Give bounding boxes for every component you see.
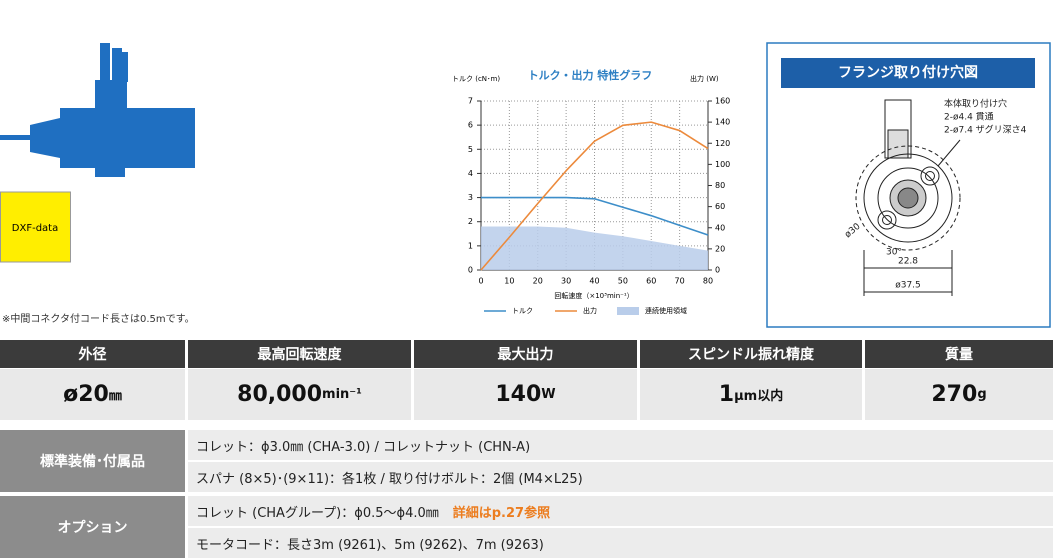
- x-tick-label: 60: [646, 277, 656, 286]
- spec-unit: W: [541, 387, 556, 402]
- spec-value: ø20 ㎜: [0, 369, 185, 420]
- spec-value: 1 μm以内: [640, 369, 862, 420]
- detail-line: コレット (CHAグループ)：ϕ0.5～ϕ4.0㎜ 詳細はp.27参照: [188, 496, 1053, 526]
- x-tick-label: 20: [533, 277, 543, 286]
- detail-text: スパナ (8×5)･(9×11)：各1枚 / 取り付けボルト：2個 (M4×L2…: [196, 471, 583, 487]
- flange-box: [766, 42, 1051, 328]
- y2-tick-label: 100: [715, 160, 730, 169]
- detail-line: スパナ (8×5)･(9×11)：各1枚 / 取り付けボルト：2個 (M4×L2…: [188, 462, 1053, 492]
- y2-tick-label: 0: [715, 266, 720, 275]
- x-tick-label: 30: [561, 277, 571, 286]
- note: ※中間コネクタ付コード長さは0.5mです。: [2, 312, 195, 325]
- detail-line: コレット：ϕ3.0㎜ (CHA-3.0) / コレットナット (CHN-A): [188, 430, 1053, 460]
- y-tick-label: 5: [468, 145, 473, 154]
- spec-value: 140 W: [414, 369, 637, 420]
- spec-value: 80,000 min⁻¹: [188, 369, 411, 420]
- x-tick-label: 10: [504, 277, 514, 286]
- x-tick-label: 70: [675, 277, 685, 286]
- y-tick-label: 4: [468, 169, 473, 178]
- spec-main: 270: [931, 382, 978, 407]
- y2-tick-label: 160: [715, 97, 730, 106]
- x-tick-label: 80: [703, 277, 713, 286]
- legend-swatch: [617, 307, 639, 315]
- hole-label: 本体取り付け穴: [944, 98, 1007, 110]
- line: [480, 121, 709, 271]
- spec-unit: g: [977, 387, 987, 402]
- y2-tick-label: 140: [715, 118, 730, 127]
- spec-unit: μm以内: [734, 389, 784, 404]
- spec-header: 外径: [0, 340, 185, 368]
- figure-area: DXF-data ※中間コネクタ付コード長さは0.5mです。 トルク・出力 特性…: [0, 42, 1051, 328]
- spec-unit: min⁻¹: [322, 387, 362, 402]
- angle-label: 30°: [886, 248, 902, 258]
- legend-label: トルク: [512, 307, 533, 315]
- spec-main: 80,000: [237, 382, 323, 407]
- spec-header: 最高回転速度: [188, 340, 411, 368]
- spec-main: 1: [718, 382, 735, 407]
- dxf-button-label[interactable]: DXF-data: [12, 223, 58, 234]
- spec-unit: ㎜: [108, 389, 122, 404]
- y2-tick-label: 120: [715, 139, 730, 148]
- spec-header: スピンドル振れ精度: [640, 340, 862, 368]
- legend-label: 出力: [583, 306, 597, 315]
- offset-label: 22.8: [898, 257, 918, 267]
- detail-text: モータコード：長さ3m (9261)、5m (9262)、7m (9263): [196, 537, 544, 553]
- spec-main: 140: [495, 382, 542, 407]
- flange-dia-label: ø37.5: [895, 281, 921, 291]
- product-drawing: [0, 43, 195, 177]
- chart-title: トルク・出力 特性グラフ: [528, 68, 653, 82]
- detail-label: 標準装備･付属品: [0, 430, 185, 492]
- line: [481, 196, 709, 236]
- y2-tick-label: 80: [715, 181, 725, 190]
- y-tick-label: 0: [468, 266, 473, 275]
- hole-spec: 2-ø7.4 ザグリ深さ4: [944, 124, 1027, 136]
- spec-main: ø20: [63, 382, 109, 407]
- spec-header: 最大出力: [414, 340, 637, 368]
- y-tick-label: 1: [468, 241, 473, 250]
- hole-spec: 2-ø4.4 貫通: [944, 112, 994, 123]
- y-axis-label: トルク (cN･m): [452, 75, 500, 83]
- x-axis-label: 回転速度（×10³min⁻¹）: [554, 291, 633, 300]
- y2-tick-label: 40: [715, 223, 725, 232]
- flange-labels: 本体取り付け穴 2-ø4.4 貫通 2-ø7.4 ザグリ深さ4 ø30 30° …: [843, 98, 1027, 291]
- detail-text: コレット (CHAグループ)：ϕ0.5～ϕ4.0㎜: [196, 505, 439, 521]
- flange-drawing: [855, 99, 961, 296]
- detail-text: コレット：ϕ3.0㎜ (CHA-3.0) / コレットナット (CHN-A): [196, 439, 531, 455]
- y-tick-label: 7: [468, 97, 473, 106]
- x-tick-label: 40: [589, 277, 599, 286]
- spec-value: 270 g: [865, 369, 1053, 420]
- dxf-button[interactable]: [0, 191, 71, 263]
- detail-link: 詳細はp.27参照: [452, 505, 551, 521]
- flange-title: フランジ取り付け穴図: [838, 64, 978, 81]
- x-tick-label: 50: [618, 277, 628, 286]
- y-tick-label: 6: [468, 121, 473, 130]
- pitch-label: ø30: [843, 221, 863, 240]
- x-tick-label: 0: [478, 277, 483, 286]
- y-tick-label: 3: [468, 193, 473, 202]
- y2-axis-label: 出力 (W): [690, 74, 719, 83]
- y2-tick-label: 20: [715, 244, 725, 253]
- detail-label: オプション: [0, 496, 185, 558]
- spec-header: 質量: [865, 340, 1053, 368]
- detail-line: モータコード：長さ3m (9261)、5m (9262)、7m (9263): [188, 528, 1053, 558]
- area: [481, 226, 708, 270]
- legend-label: 連続使用領域: [645, 306, 687, 315]
- y-tick-label: 2: [468, 217, 473, 226]
- flange-title-bar: [781, 58, 1035, 88]
- y2-tick-label: 60: [715, 202, 725, 211]
